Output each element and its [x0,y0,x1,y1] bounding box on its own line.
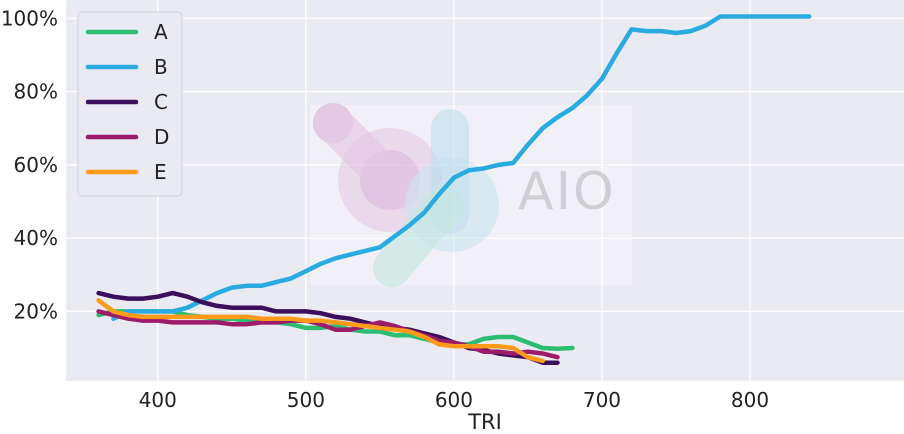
legend-label: B [154,55,168,79]
legend-label: A [154,20,168,44]
legend-item-c: C [85,90,168,114]
x-tick-label: 500 [287,388,325,412]
legend-item-a: A [85,20,168,44]
x-tick-label: 800 [731,388,769,412]
x-tick-labels: 400 500 600 700 800 [139,388,769,412]
x-tick-label: 400 [139,388,177,412]
legend-item-d: D [85,125,169,149]
legend-label: E [154,160,167,184]
watermark-text: AIO [518,162,616,222]
watermark-bar-green [373,186,464,287]
legend-item-b: B [85,55,168,79]
series-line-e [96,298,545,364]
watermark: AIO [310,103,632,287]
series-line-a [96,309,575,352]
x-tick-label: 600 [435,388,473,412]
legend-label: C [154,90,168,114]
y-tick-label: 100% [1,6,58,30]
x-axis-title: TRI [467,410,502,434]
y-tick-label: 40% [14,226,58,250]
series-lines [96,14,812,365]
y-tick-labels: 20% 40% 60% 80% 100% [1,6,58,323]
legend-item-e: E [85,160,167,184]
x-tick-label: 700 [583,388,621,412]
y-tick-label: 60% [14,153,58,177]
y-tick-label: 80% [14,80,58,104]
y-tick-label: 20% [14,299,58,323]
series-line-d [96,309,560,360]
series-line-b [111,14,812,321]
legend-label: D [154,125,169,149]
watermark-bar-pink [314,104,419,209]
